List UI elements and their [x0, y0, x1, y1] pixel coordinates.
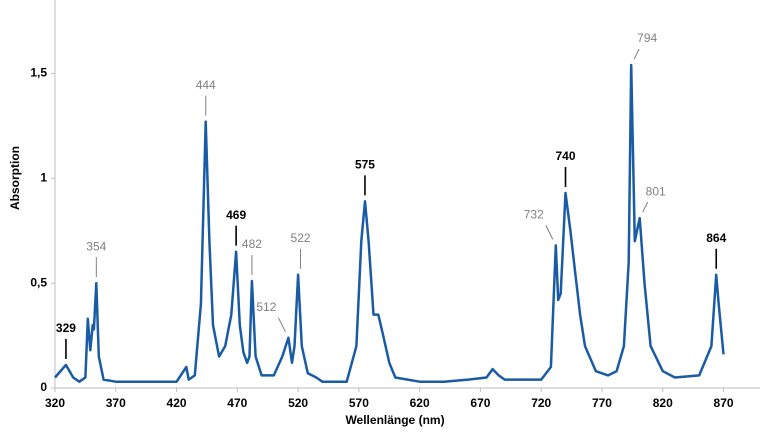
- annotation-label: 469: [226, 208, 246, 222]
- annotation-label: 512: [256, 300, 276, 314]
- x-tick-label: 520: [288, 396, 308, 410]
- x-tick-label: 570: [349, 396, 369, 410]
- annotation-label: 740: [556, 149, 576, 163]
- y-axis-title: Absorption: [8, 146, 22, 210]
- y-tick-label: 1,5: [30, 66, 47, 80]
- x-tick-label: 670: [470, 396, 490, 410]
- annotation-label: 522: [291, 231, 311, 245]
- x-tick-label: 420: [167, 396, 187, 410]
- annotation-label: 329: [56, 321, 76, 335]
- annotation-leader: [633, 48, 640, 60]
- x-tick-label: 870: [714, 396, 734, 410]
- annotation-label: 354: [86, 239, 106, 253]
- annotation-label: 732: [524, 208, 544, 222]
- annotation-label: 794: [637, 31, 657, 45]
- x-tick-label: 320: [45, 396, 65, 410]
- annotation-leader: [545, 225, 554, 240]
- y-tick-label: 0: [40, 380, 47, 394]
- x-tick-label: 620: [410, 396, 430, 410]
- x-tick-label: 820: [653, 396, 673, 410]
- x-axis-title: Wellenlänge (nm): [345, 413, 444, 427]
- spectrum-line: [54, 63, 725, 383]
- y-tick-label: 0,5: [30, 275, 47, 289]
- annotation-label: 482: [242, 237, 262, 251]
- annotation-label: 864: [706, 231, 726, 245]
- annotation-leader: [642, 201, 649, 213]
- annotation-label: 575: [355, 158, 375, 172]
- y-tick-label: 1: [40, 170, 47, 184]
- x-tick-label: 470: [227, 396, 247, 410]
- x-tick-label: 370: [106, 396, 126, 410]
- annotation-label: 444: [196, 78, 216, 92]
- annotation-label: 801: [646, 184, 666, 198]
- x-tick-label: 770: [592, 396, 612, 410]
- x-tick-label: 720: [531, 396, 551, 410]
- annotation-leader: [277, 317, 286, 332]
